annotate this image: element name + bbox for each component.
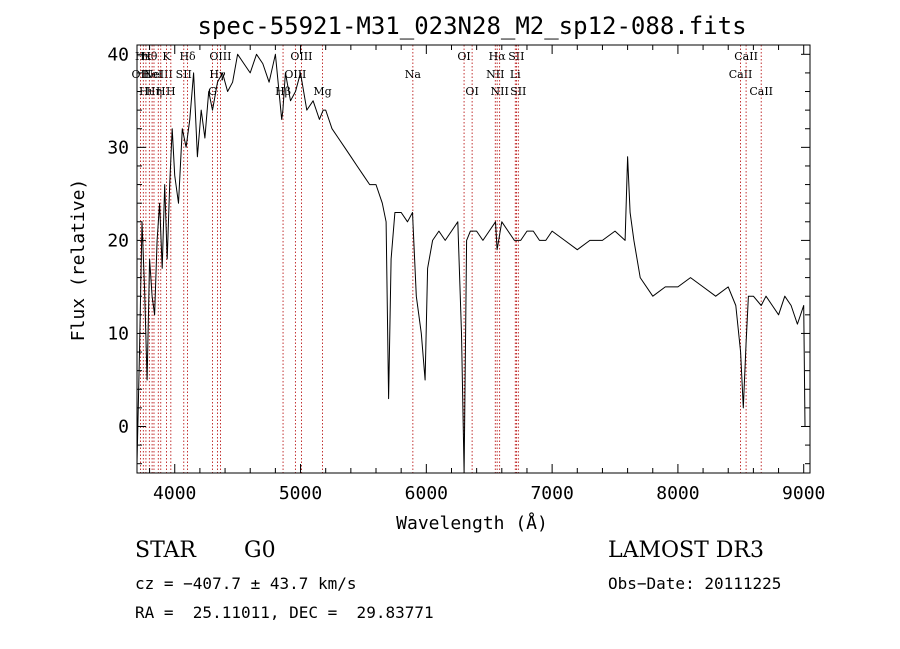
axes: 4000 5000 6000 7000 8000 9000 0 10 20 30 40 — [107, 44, 825, 504]
spectral-line-label-17: OIII — [290, 50, 312, 63]
spectral-line-label-25: Li — [510, 68, 521, 81]
spectral-line-label-28: CaII — [729, 68, 753, 81]
spectral-line-label-14: OIII — [209, 50, 231, 63]
y-tick-label-2: 20 — [107, 230, 129, 251]
spectral-line-label-16: OIII — [284, 68, 306, 81]
survey-name: LAMOST DR3 — [608, 538, 764, 563]
spectral-line-label-27: SII — [510, 85, 526, 98]
spectral-line-label-24: NII — [491, 85, 509, 98]
x-tick-label-2: 6000 — [405, 483, 448, 504]
observation-date: Obs−Date: 20111225 — [608, 574, 782, 593]
y-tick-label-3: 30 — [107, 137, 129, 158]
spectral-line-label-10: SII — [176, 68, 192, 81]
spectral-line-markers: OIIHκHιHθHeIHηNeIIIHKHSIIHδGHγOIIIHβOIII… — [132, 45, 773, 473]
x-tick-label-0: 4000 — [153, 483, 196, 504]
spectral-line-label-13: Hγ — [209, 68, 226, 81]
spectral-line-label-29: CaII — [734, 50, 758, 63]
y-tick-label-0: 0 — [118, 416, 129, 437]
spectral-line-label-18: Mg — [313, 85, 331, 98]
redshift-velocity: cz = −407.7 ± 43.7 km/s — [135, 574, 357, 593]
x-tick-label-4: 8000 — [656, 483, 699, 504]
y-tick-label-1: 10 — [107, 323, 129, 344]
spectral-line-label-22: NII — [486, 68, 504, 81]
coordinates: RA = 25.11011, DEC = 29.83771 — [135, 603, 434, 622]
x-tick-label-5: 9000 — [782, 483, 825, 504]
spectral-line-label-9: H — [166, 85, 176, 98]
object-class: STAR — [135, 538, 196, 563]
x-axis-label: Wavelength (Å) — [396, 512, 548, 534]
spectral-line-label-11: Hδ — [179, 50, 196, 63]
spectral-line-label-4: HeI — [142, 68, 162, 81]
object-subclass: G0 — [244, 538, 276, 563]
plot-area — [136, 53, 806, 474]
spectral-line-label-7: H — [156, 85, 166, 98]
chart-title: spec-55921-M31_023N28_M2_sp12-088.fits — [197, 12, 746, 40]
x-tick-label-1: 5000 — [279, 483, 322, 504]
spectral-line-label-20: OI — [457, 50, 470, 63]
spectral-line-label-21: OI — [465, 85, 478, 98]
y-tick-label-4: 40 — [107, 44, 129, 65]
spectral-line-label-23: Hα — [489, 50, 507, 63]
spectral-line-label-30: CaII — [749, 85, 773, 98]
spectral-line-label-0: OII — [132, 68, 150, 81]
spectral-line-label-8: K — [162, 50, 171, 63]
spectral-line-label-3: Hθ — [141, 50, 158, 63]
x-tick-label-3: 7000 — [530, 483, 573, 504]
spectral-line-label-1: Hκ — [135, 50, 152, 63]
spectrum-series-0 — [136, 53, 806, 474]
spectral-line-label-26: SII — [508, 50, 524, 63]
spectral-line-label-19: Na — [405, 68, 422, 81]
spectral-line-label-6: NeIII — [144, 68, 173, 81]
y-axis-label: Flux (relative) — [68, 179, 89, 342]
spectral-line-label-12: G — [208, 85, 217, 98]
plot-frame — [136, 44, 811, 474]
